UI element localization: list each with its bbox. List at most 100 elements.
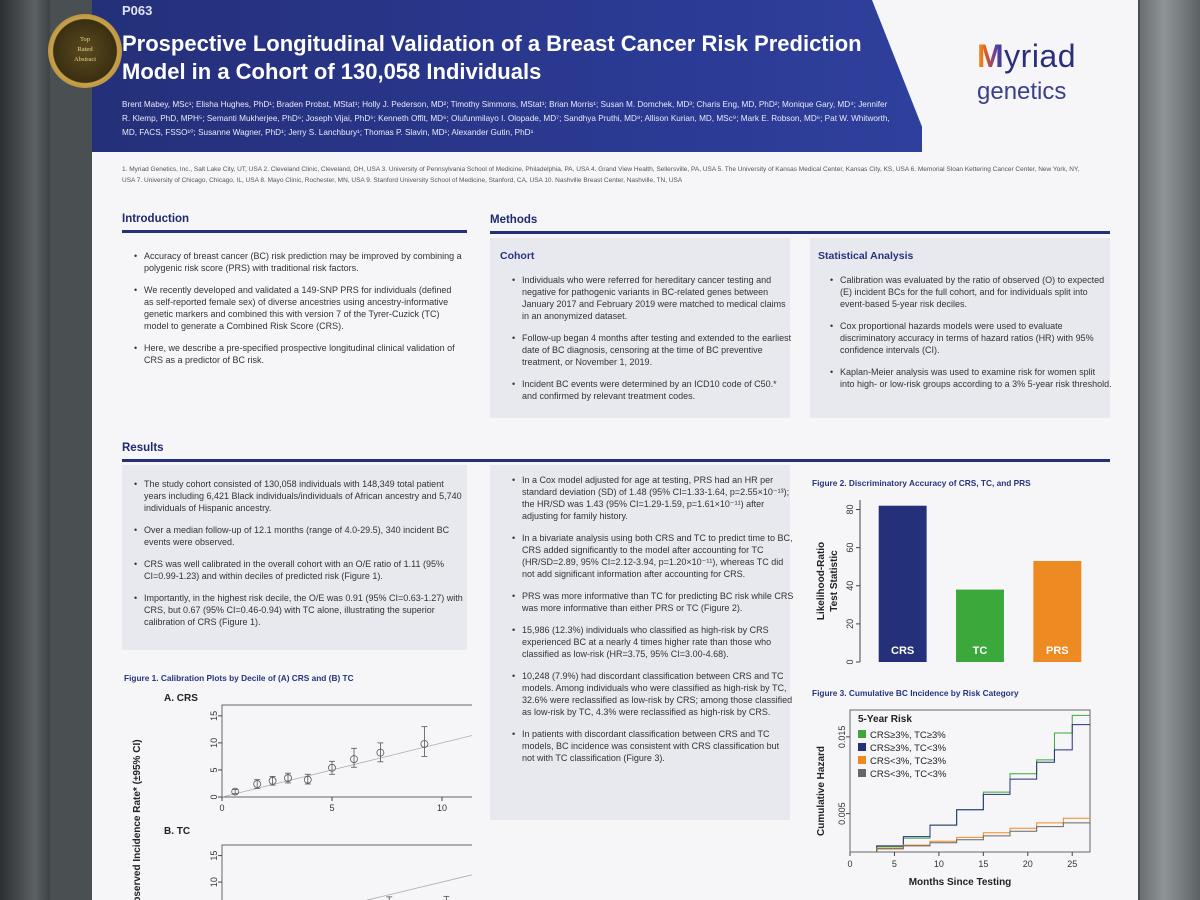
results-bullet-3: PRS was more informative than TC for pre… [512, 590, 794, 614]
calibration-point [284, 774, 292, 782]
plot-frame [849, 709, 1091, 853]
legend-swatch [858, 756, 866, 764]
calibration-point [376, 748, 385, 757]
km-curve [850, 822, 1090, 853]
panel-label: A. CRS [164, 693, 198, 704]
bar-label: CRS [891, 645, 914, 657]
introduction-bullets: Accuracy of breast cancer (BC) risk pred… [132, 250, 462, 376]
poster: P063 Prospective Longitudinal Validation… [92, 0, 1138, 900]
poster-title: Prospective Longitudinal Validation of a… [122, 31, 862, 84]
y-tick-label: 0 [845, 659, 855, 664]
results-bullet-1: In a Cox model adjusted for age at testi… [512, 474, 794, 522]
calibration-point [231, 787, 240, 796]
identity-line [365, 874, 472, 900]
statistical-analysis-bullets: Calibration was evaluated by the ratio o… [828, 274, 1112, 400]
results-bullets-col1: The study cohort consisted of 130,058 in… [132, 478, 466, 638]
bar-prs [1033, 560, 1082, 662]
y-tick-label: 5 [209, 767, 219, 772]
stats-bullet-1: Calibration was evaluated by the ratio o… [830, 274, 1112, 310]
y-tick-label: 10 [209, 738, 219, 748]
x-tick-label: 0 [219, 803, 224, 813]
y-tick-label: 0 [209, 794, 219, 799]
y-tick-label: 15 [209, 711, 219, 721]
stats-bullet-2: Cox proportional hazards models were use… [830, 320, 1112, 356]
cohort-bullet-3: Incident BC events were determined by an… [512, 378, 794, 402]
introduction-title: Introduction [122, 213, 190, 225]
x-tick-label: 15 [978, 859, 988, 869]
y-tick-label: 40 [845, 581, 855, 591]
x-tick-label: 20 [1023, 859, 1033, 869]
logo-subtitle: genetics [977, 78, 1067, 105]
y-tick-label: 0.005 [837, 802, 847, 825]
figure1-calibration-plots: A. CRS051015051015B. TC51015Observed Inc… [132, 693, 472, 900]
y-tick-label: 10 [209, 877, 219, 887]
panel-label: B. TC [164, 826, 190, 837]
intro-bullet-1: Accuracy of breast cancer (BC) risk pred… [134, 250, 462, 274]
y-tick-label: 15 [209, 851, 219, 861]
results-bullet-6: In patients with discordant classificati… [512, 728, 794, 764]
myriad-logo: Myriad [977, 38, 1077, 74]
y-axis-label: Observed Incidence Rate* (±95% CI) [132, 739, 143, 900]
y-tick-label: 80 [845, 505, 855, 515]
cohort-bullets: Individuals who were referred for heredi… [510, 274, 794, 412]
legend-swatch [858, 730, 866, 738]
results-bullet-2: Over a median follow-up of 12.1 months (… [134, 524, 466, 548]
legend-entry: CRS<3%, TC≥3% [870, 756, 947, 767]
author-list: Brent Mabey, MSc¹; Elisha Hughes, PhD¹; … [122, 100, 890, 137]
results-bullet-4: Importantly, in the highest risk decile,… [134, 592, 466, 628]
calibration-point [420, 740, 429, 748]
top-rated-abstract-badge: Top Rated Abstract [48, 14, 122, 88]
legend-title: 5-Year Risk [858, 714, 912, 725]
figure3-caption: Figure 3. Cumulative BC Incidence by Ris… [812, 688, 1019, 698]
results-bullets-col2: In a Cox model adjusted for age at testi… [510, 474, 794, 774]
figure1-caption: Figure 1. Calibration Plots by Decile of… [124, 673, 354, 683]
board-frame-right [1140, 0, 1200, 900]
identity-line [221, 735, 472, 798]
y-axis-label: Cumulative Hazard [816, 746, 827, 836]
calibration-point [268, 776, 277, 785]
cohort-subtitle: Cohort [500, 250, 535, 262]
y-tick-label: 0.015 [837, 726, 847, 749]
results-bullet-5: 10,248 (7.9%) had discordant classificat… [512, 670, 794, 718]
calibration-point [328, 763, 336, 772]
bar-crs [878, 505, 927, 662]
bar-tc [956, 589, 1004, 662]
x-tick-label: 0 [847, 859, 852, 869]
calibration-point [303, 775, 312, 784]
km-curve [850, 817, 1090, 853]
x-axis-label: Months Since Testing [909, 877, 1012, 888]
y-tick-label: 60 [845, 543, 855, 553]
x-tick-label: 5 [329, 803, 334, 813]
calibration-point [350, 755, 358, 764]
results-bullet-3: CRS was well calibrated in the overall c… [134, 558, 466, 582]
statistical-analysis-subtitle: Statistical Analysis [818, 250, 914, 262]
y-tick-label: 20 [845, 619, 855, 629]
results-title: Results [122, 442, 164, 454]
plot-frame [221, 844, 472, 900]
intro-bullet-3: Here, we describe a pre-specified prospe… [134, 342, 462, 366]
y-axis-label: Likelihood-Ratio [816, 542, 827, 620]
legend-entry: CRS<3%, TC<3% [870, 769, 947, 780]
x-tick-label: 10 [934, 859, 944, 869]
legend-swatch [858, 743, 866, 751]
legend-entry: CRS≥3%, TC<3% [870, 743, 947, 754]
intro-bullet-2: We recently developed and validated a 14… [134, 284, 462, 332]
results-bullet-2: In a bivariate analysis using both CRS a… [512, 532, 794, 580]
x-tick-label: 10 [437, 803, 447, 813]
plot-frame [221, 704, 472, 798]
stats-bullet-3: Kaplan-Meier analysis was used to examin… [830, 366, 1112, 390]
legend-swatch [858, 769, 866, 777]
bar-label: TC [973, 645, 988, 657]
cohort-bullet-1: Individuals who were referred for heredi… [512, 274, 794, 322]
figure3-cumulative-incidence: 0 5 10 15 20 25 0.005 0.015 Cumulative Hazard Mon… [816, 709, 1091, 888]
affiliations: 1. Myriad Genetics, Inc., Salt Lake City… [122, 166, 1080, 184]
results-bullet-4: 15,986 (12.3%) individuals who classifie… [512, 624, 794, 660]
calibration-point [253, 780, 262, 788]
methods-title: Methods [490, 214, 538, 226]
legend-entry: CRS≥3%, TC≥3% [870, 730, 946, 741]
km-curve [850, 724, 1090, 853]
figure2-bar-chart: 0 20 40 60 80 Likelihood-Ratio Test Statistic C… [816, 500, 1082, 665]
x-tick-label: 5 [892, 859, 897, 869]
cohort-bullet-2: Follow-up began 4 months after testing a… [512, 332, 794, 368]
board-frame-left [0, 0, 50, 900]
